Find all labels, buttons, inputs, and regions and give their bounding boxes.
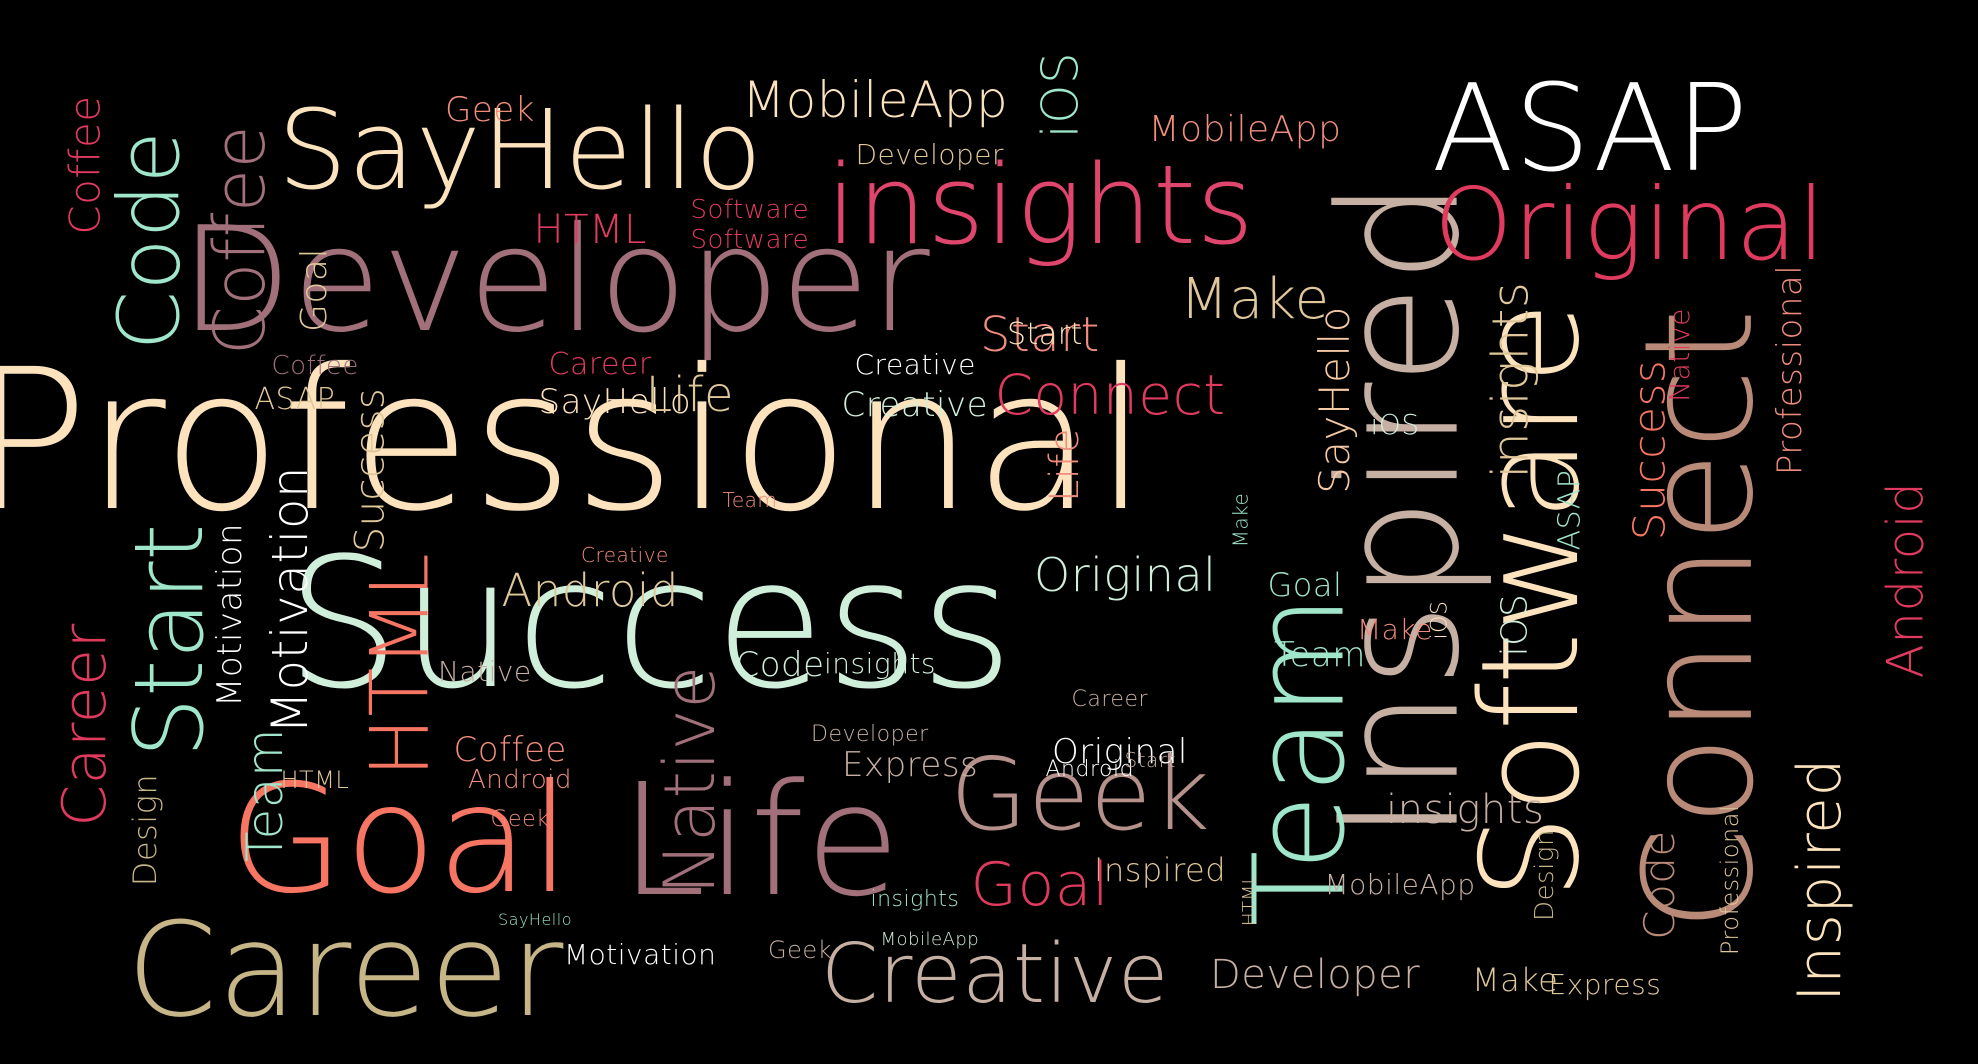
- cloud-word: ASAP: [1551, 469, 1587, 551]
- cloud-word: Inspired: [1785, 757, 1856, 1003]
- cloud-word: Career: [1071, 687, 1149, 712]
- cloud-word: Goal: [970, 850, 1110, 920]
- cloud-word: ASAP: [1431, 60, 1749, 199]
- cloud-word: Native: [1662, 308, 1696, 402]
- cloud-word: Team: [722, 488, 778, 512]
- cloud-word: Creative: [821, 927, 1169, 1022]
- cloud-word: ASAP: [254, 382, 336, 417]
- cloud-word: Professional: [0, 326, 1149, 554]
- cloud-word: Geek: [490, 807, 550, 832]
- cloud-word: Start: [980, 307, 1100, 363]
- cloud-word: Original: [1034, 548, 1217, 602]
- cloud-word: Developer: [1210, 952, 1421, 998]
- cloud-word: Original: [1052, 732, 1188, 772]
- cloud-word: Motivation: [564, 938, 717, 971]
- cloud-word: Native: [438, 655, 532, 688]
- cloud-word: SayHello: [538, 382, 692, 422]
- cloud-word: Creative: [854, 348, 976, 381]
- cloud-word: HTML: [533, 207, 647, 253]
- cloud-word: Coffee: [199, 124, 282, 356]
- cloud-word: Make: [1227, 492, 1252, 548]
- cloud-word: Inspired: [1094, 851, 1227, 889]
- cloud-word: insights: [1386, 787, 1545, 833]
- cloud-word: HTML: [1239, 873, 1261, 927]
- cloud-word: Software: [690, 195, 810, 225]
- cloud-word: Design: [1529, 829, 1560, 921]
- cloud-word: Developer: [811, 722, 929, 747]
- cloud-word: Professional: [1716, 804, 1745, 956]
- cloud-word: Code: [100, 130, 200, 350]
- cloud-word: HTML: [280, 766, 350, 794]
- cloud-word: Team: [1274, 635, 1366, 675]
- cloud-word: Life: [645, 367, 735, 423]
- cloud-word: Motivation: [261, 465, 320, 735]
- cloud-word: Make: [1180, 267, 1330, 332]
- cloud-word: iOS: [1493, 593, 1535, 657]
- cloud-word: Code: [735, 645, 825, 685]
- cloud-word: iOS: [1426, 600, 1452, 640]
- cloud-word: Coffee: [453, 730, 567, 770]
- cloud-word: MobileApp: [880, 929, 980, 950]
- cloud-word: Original: [1434, 166, 1826, 283]
- cloud-word: SayHello: [1309, 306, 1359, 494]
- cloud-word: Design: [126, 773, 165, 887]
- cloud-word: Life: [619, 749, 901, 931]
- cloud-word: Creative: [581, 543, 669, 567]
- cloud-word: insights: [870, 887, 960, 912]
- cloud-word: Career: [548, 347, 652, 382]
- cloud-word: Developer: [180, 195, 931, 365]
- cloud-word: Geek: [445, 90, 535, 130]
- cloud-word: Start: [1124, 748, 1176, 772]
- cloud-word: SayHello: [498, 910, 572, 929]
- cloud-word: HTML: [352, 552, 446, 778]
- cloud-word: insights: [824, 647, 937, 680]
- cloud-word: Success: [286, 520, 1015, 729]
- cloud-word: Native: [648, 665, 731, 895]
- cloud-word: Coffee: [60, 95, 110, 235]
- cloud-word: SayHello: [277, 86, 763, 214]
- cloud-word: Motivation: [210, 523, 250, 707]
- cloud-word: Goal: [228, 753, 572, 927]
- cloud-word: MobileApp: [1324, 868, 1476, 901]
- cloud-word: Geek: [768, 936, 833, 964]
- cloud-word: Android: [501, 563, 679, 617]
- cloud-word: Goal: [1267, 566, 1343, 604]
- cloud-word: Geek: [950, 736, 1211, 853]
- cloud-word: Team: [236, 727, 295, 863]
- cloud-word: iOS: [1370, 408, 1420, 441]
- cloud-word: Coffee: [271, 351, 359, 381]
- cloud-word: Android: [468, 765, 573, 795]
- cloud-word: insights: [1480, 281, 1539, 479]
- cloud-word: Express: [1548, 968, 1662, 1001]
- cloud-word: MobileApp: [1148, 109, 1342, 150]
- cloud-word: Android: [1045, 757, 1135, 782]
- cloud-word: Career: [126, 894, 564, 1046]
- cloud-word: Goal: [293, 248, 335, 332]
- cloud-word: Express: [842, 745, 979, 785]
- cloud-word: MobileApp: [742, 71, 1009, 129]
- cloud-word: Career: [49, 623, 120, 827]
- cloud-word: Success: [346, 387, 393, 553]
- cloud-word: Start: [114, 522, 225, 758]
- cloud-word: Make: [1472, 961, 1559, 999]
- cloud-word: Developer: [855, 138, 1005, 171]
- cloud-word: Life: [1042, 427, 1089, 503]
- cloud-word: Connect: [994, 362, 1226, 427]
- cloud-word: iOS: [1030, 51, 1089, 139]
- cloud-word: Start: [1007, 317, 1083, 352]
- cloud-word: Creative: [841, 385, 989, 425]
- cloud-word: insights: [826, 141, 1255, 269]
- cloud-word: Professional: [1770, 264, 1811, 476]
- cloud-word: Make: [1357, 613, 1433, 646]
- cloud-word: Android: [1875, 481, 1934, 679]
- cloud-word: Software: [690, 225, 810, 255]
- cloud-word: Code: [1634, 830, 1684, 940]
